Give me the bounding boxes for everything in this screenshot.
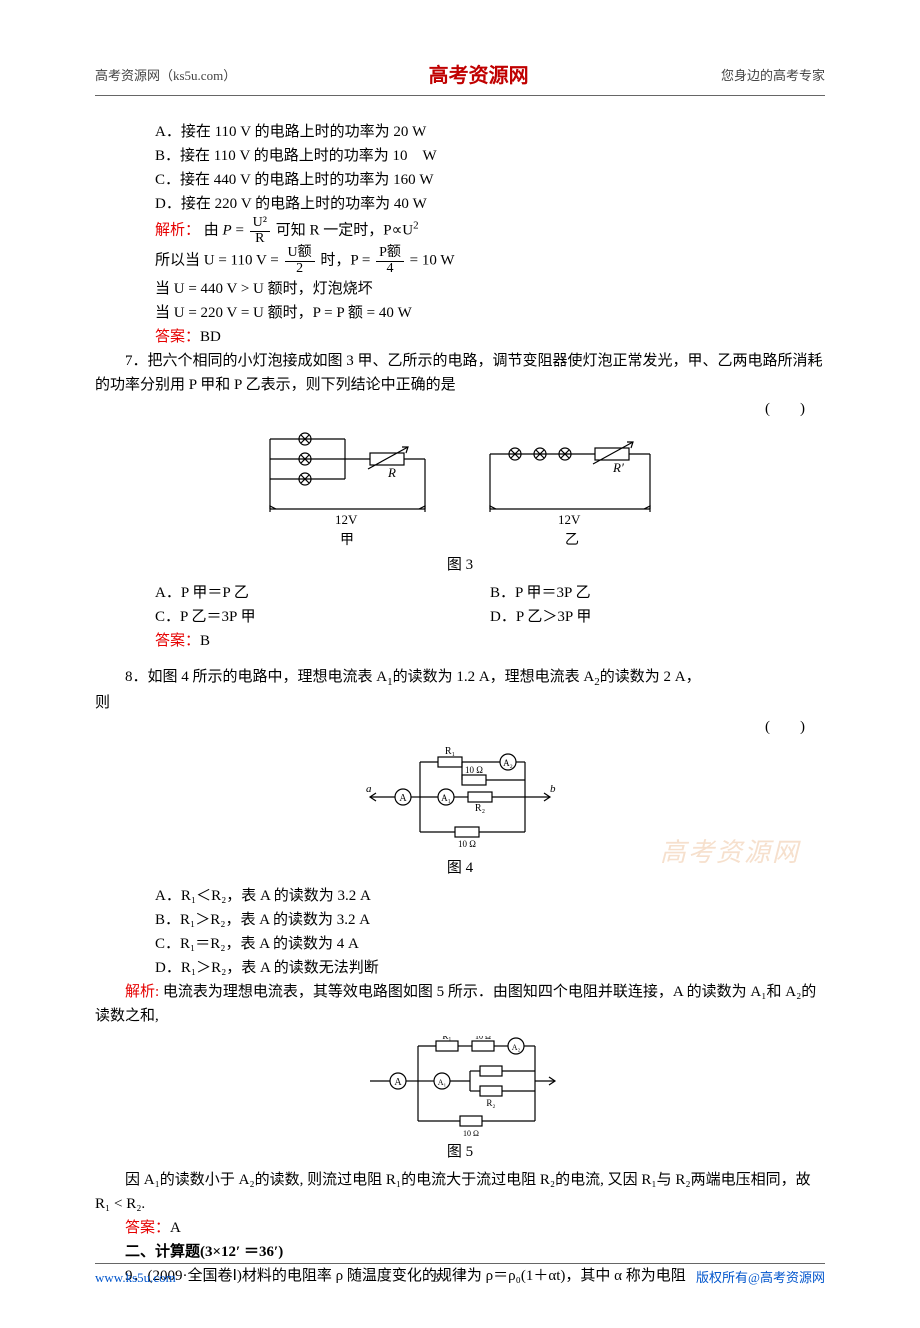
- text: 电流表为理想电流表，其等效电路图如图 5 所示．由图知四个电阻并联连接，A 的读…: [95, 984, 816, 1024]
- denominator: 4: [376, 262, 404, 277]
- svg-label: 乙: [565, 532, 579, 548]
- fraction: U额 2: [285, 246, 315, 276]
- explain-label: 解析:: [125, 984, 159, 1000]
- text: 8．如图 4 所示的电路中，理想电流表 A: [125, 669, 387, 685]
- q6-option-a: A．接在 110 V 的电路上时的功率为 20 W: [95, 120, 825, 144]
- denominator: 2: [285, 262, 315, 277]
- svg-label: 12V: [335, 512, 358, 527]
- svg-label: A: [399, 793, 407, 804]
- q7-fig-caption: 图 3: [95, 553, 825, 577]
- q6-explain-line3: 当 U = 440 V > U 额时，灯泡烧坏: [95, 277, 825, 301]
- section-2-heading: 二、计算题(3×12′ ＝36′): [95, 1240, 825, 1264]
- svg-label: a: [366, 783, 372, 795]
- q8-figure-5: A R₁ 10 Ω A₂ A₁ R₂: [95, 1036, 825, 1136]
- q8-figure: A R₁ A₂ 10 Ω: [95, 747, 825, 852]
- q7-option-a: A．P 甲＝P 乙: [155, 581, 490, 605]
- svg-label: A: [394, 1077, 402, 1088]
- page: 高考资源网（ks5u.com） 高考资源网 您身边的高考专家 A．接在 110 …: [0, 0, 920, 1328]
- q7-option-b: B．P 甲＝3P 乙: [490, 581, 825, 605]
- q8-fig5-caption: 图 5: [95, 1140, 825, 1164]
- svg-label: R₂: [486, 1098, 495, 1108]
- q8-fig-caption: 图 4: [95, 856, 825, 880]
- header-left: 高考资源网（ks5u.com）: [95, 66, 236, 87]
- footer-copyright: 版权所有@高考资源网: [696, 1268, 825, 1289]
- q7-option-d: D．P 乙＞3P 甲: [490, 605, 825, 629]
- q8-option-b: B．R₁＞R₂，表 A 的读数为 3.2 A: [95, 908, 825, 932]
- svg-label: R₁: [445, 747, 455, 757]
- q7-answer: 答案：B: [95, 629, 825, 653]
- numerator: U²: [250, 216, 270, 232]
- circuit-diagram-icon: A R₁ 10 Ω A₂ A₁ R₂: [360, 1036, 560, 1136]
- q7-stem: 7．把六个相同的小灯泡接成如图 3 甲、乙所示的电路，调节变阻器使灯泡正常发光，…: [95, 349, 825, 397]
- svg-label: R₁: [442, 1036, 451, 1041]
- q8-option-a: A．R₁＜R₂，表 A 的读数为 3.2 A: [95, 884, 825, 908]
- text: 可知 R 一定时，P∝U: [276, 223, 413, 239]
- page-footer: www.ks5u.com - 3 - 版权所有@高考资源网: [95, 1263, 825, 1289]
- q8-option-c: C．R₁＝R₂，表 A 的读数为 4 A: [95, 932, 825, 956]
- q6-explain-line2: 所以当 U = 110 V = U额 2 时，P = P额 4 = 10 W: [95, 246, 825, 276]
- answer-value: B: [200, 633, 210, 649]
- text: = 10 W: [410, 253, 455, 269]
- answer-label: 答案：: [125, 1220, 170, 1236]
- svg-label: A₁: [438, 1078, 447, 1087]
- header-right: 您身边的高考专家: [721, 66, 825, 87]
- circuit-diagram-icon: R 12V 甲: [250, 429, 670, 549]
- q8-paren: ( ): [95, 715, 825, 739]
- q8-stem: 8．如图 4 所示的电路中，理想电流表 A1的读数为 1.2 A，理想电流表 A…: [95, 665, 825, 692]
- q8-explain-1: 解析: 电流表为理想电流表，其等效电路图如图 5 所示．由图知四个电阻并联连接，…: [95, 980, 825, 1028]
- page-header: 高考资源网（ks5u.com） 高考资源网 您身边的高考专家: [95, 60, 825, 96]
- numerator: U额: [285, 246, 315, 262]
- fraction: U² R: [250, 216, 270, 246]
- text: 的读数为 2 A，: [600, 669, 701, 685]
- explain-label: 解析：: [155, 223, 200, 239]
- q6-explain-line1: 解析： 由 P = U² R 可知 R 一定时，P∝U2: [95, 216, 825, 246]
- svg-label: 10 Ω: [475, 1036, 491, 1041]
- svg-label: 甲: [340, 533, 354, 548]
- answer-label: 答案：: [155, 633, 200, 649]
- content: A．接在 110 V 的电路上时的功率为 20 W B．接在 110 V 的电路…: [95, 120, 825, 1288]
- svg-label: 10 Ω: [465, 765, 483, 775]
- q8-explain-2: 因 A₁的读数小于 A₂的读数, 则流过电阻 R₁的电流大于流过电阻 R₂的电流…: [95, 1168, 825, 1216]
- fraction: P额 4: [376, 246, 404, 276]
- svg-label: R: [387, 465, 396, 480]
- answer-label: 答案：: [155, 329, 200, 345]
- svg-label: R′: [612, 460, 624, 475]
- q7-option-c: C．P 乙＝3P 甲: [155, 605, 490, 629]
- svg-label: b: [550, 783, 556, 795]
- svg-label: A₁: [441, 793, 451, 803]
- q8-stem-line2: 则: [95, 691, 825, 715]
- q8-option-d: D．R₁＞R₂，表 A 的读数无法判断: [95, 956, 825, 980]
- q6-answer: 答案：BD: [95, 325, 825, 349]
- svg-label: A₂: [503, 758, 513, 768]
- q7-paren: ( ): [95, 397, 825, 421]
- text: 所以当 U = 110 V =: [155, 253, 279, 269]
- q6-explain-line4: 当 U = 220 V = U 额时，P = P 额 = 40 W: [95, 301, 825, 325]
- text: 由: [204, 223, 223, 239]
- denominator: R: [250, 232, 270, 247]
- answer-value: BD: [200, 329, 221, 345]
- text: 的读数为 1.2 A，理想电流表 A: [393, 669, 595, 685]
- q6-option-c: C．接在 440 V 的电路上时的功率为 160 W: [95, 168, 825, 192]
- q6-option-b: B．接在 110 V 的电路上时的功率为 10 W: [95, 144, 825, 168]
- answer-value: A: [170, 1220, 181, 1236]
- numerator: P额: [376, 246, 404, 262]
- q7-figure: R 12V 甲: [95, 429, 825, 549]
- svg-label: A₂: [512, 1043, 521, 1052]
- header-title: 高考资源网: [429, 60, 529, 92]
- svg-label: 12V: [558, 512, 581, 527]
- q7-options-row2: C．P 乙＝3P 甲 D．P 乙＞3P 甲: [95, 605, 825, 629]
- svg-label: 10 Ω: [458, 839, 476, 849]
- text: 时，P =: [320, 253, 370, 269]
- footer-page-number: - 3 -: [425, 1268, 447, 1289]
- q6-option-d: D．接在 220 V 的电路上时的功率为 40 W: [95, 192, 825, 216]
- svg-label: 10 Ω: [463, 1129, 479, 1136]
- footer-url[interactable]: www.ks5u.com: [95, 1268, 176, 1289]
- text: 二、计算题(3×12′ ＝36′): [125, 1244, 283, 1260]
- svg-label: R₂: [475, 803, 485, 814]
- circuit-diagram-icon: A R₁ A₂ 10 Ω: [360, 747, 560, 852]
- q7-options-row1: A．P 甲＝P 乙 B．P 甲＝3P 乙: [95, 581, 825, 605]
- q8-answer: 答案：A: [95, 1216, 825, 1240]
